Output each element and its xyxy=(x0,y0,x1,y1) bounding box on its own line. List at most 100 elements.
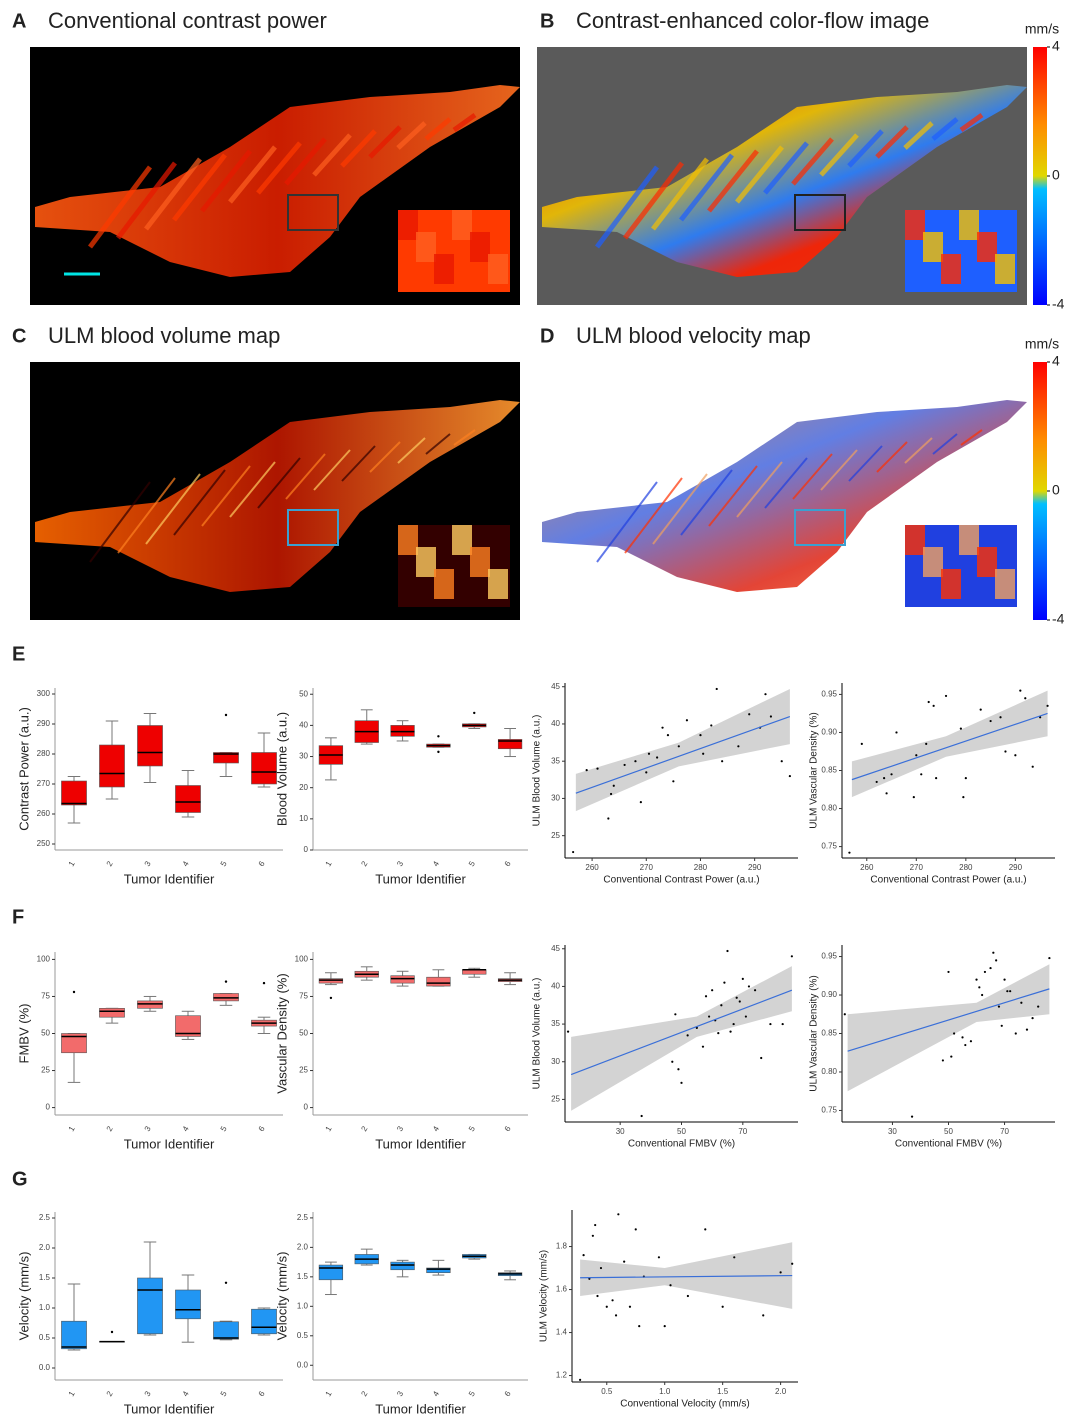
y-tick-label: 2.5 xyxy=(297,1213,309,1222)
x-tick-label: 2 xyxy=(359,1124,369,1133)
x-tick-label: 6 xyxy=(257,859,267,868)
x-tick-label: 280 xyxy=(959,863,973,872)
point xyxy=(613,785,615,787)
point xyxy=(876,781,878,783)
box xyxy=(251,1309,276,1334)
point xyxy=(656,756,658,758)
point xyxy=(611,1299,613,1301)
outlier xyxy=(73,991,75,993)
point xyxy=(964,1044,966,1046)
y-tick-label: 0 xyxy=(304,845,309,854)
point xyxy=(980,709,982,711)
inset-texture xyxy=(995,254,1015,284)
y-tick-label: 45 xyxy=(551,944,560,953)
point xyxy=(615,1314,617,1316)
x-tick-label: 1 xyxy=(324,859,334,868)
fit-line xyxy=(852,713,1048,779)
point xyxy=(1015,1032,1017,1034)
point xyxy=(624,764,626,766)
point xyxy=(844,1013,846,1015)
box xyxy=(61,1321,86,1349)
point xyxy=(933,705,935,707)
point xyxy=(664,1325,666,1327)
inset-texture xyxy=(416,547,436,577)
inset-texture xyxy=(416,232,436,262)
point xyxy=(764,693,766,695)
inset-texture xyxy=(923,232,943,262)
point xyxy=(961,1036,963,1038)
box xyxy=(99,1008,124,1017)
point xyxy=(978,986,980,988)
x-tick-label: 2 xyxy=(359,859,369,868)
y-tick-label: 10 xyxy=(299,814,308,823)
x-tick-label: 2 xyxy=(105,1124,115,1133)
point xyxy=(760,1057,762,1059)
x-tick-label: 50 xyxy=(944,1127,953,1136)
point xyxy=(769,1023,771,1025)
y-tick-label: 0.0 xyxy=(297,1360,309,1369)
point xyxy=(737,745,739,747)
point xyxy=(596,1295,598,1297)
inset-texture xyxy=(977,547,997,577)
y-tick-label: 0.5 xyxy=(39,1333,51,1342)
outlier xyxy=(437,751,439,753)
y-tick-label: 40 xyxy=(551,719,560,728)
x-tick-label: 5 xyxy=(219,1389,229,1398)
point xyxy=(770,715,772,717)
y-tick-label: 0.85 xyxy=(821,1029,837,1038)
point xyxy=(607,817,609,819)
row-label: E xyxy=(12,643,25,665)
inset-texture xyxy=(959,210,979,240)
x-tick-label: 4 xyxy=(181,1124,191,1133)
point xyxy=(1001,1025,1003,1027)
point xyxy=(702,1046,704,1048)
point xyxy=(648,753,650,755)
box xyxy=(391,1262,415,1270)
x-tick-label: 3 xyxy=(395,859,405,868)
x-tick-label: 6 xyxy=(257,1389,267,1398)
x-tick-label: 260 xyxy=(860,863,874,872)
point xyxy=(710,724,712,726)
inset-texture xyxy=(452,210,472,240)
point xyxy=(762,1314,764,1316)
x-tick-label: 5 xyxy=(467,1124,477,1133)
point xyxy=(950,1055,952,1057)
y-tick-label: 0.75 xyxy=(821,1106,837,1115)
x-tick-label: 6 xyxy=(257,1124,267,1133)
y-tick-label: 0 xyxy=(46,1103,51,1112)
x-tick-label: 2.0 xyxy=(775,1387,787,1396)
colorbar-tick-label: 0 xyxy=(1052,167,1060,183)
y-axis-title: Velocity (mm/s) xyxy=(16,1252,31,1341)
box xyxy=(251,753,276,785)
inset-texture xyxy=(434,254,454,284)
point xyxy=(1046,705,1048,707)
point xyxy=(789,775,791,777)
x-tick-label: 0.5 xyxy=(601,1387,613,1396)
point xyxy=(992,952,994,954)
x-tick-label: 4 xyxy=(181,1389,191,1398)
y-tick-label: 260 xyxy=(37,809,51,818)
point xyxy=(742,978,744,980)
x-axis-title: Tumor Identifier xyxy=(375,1136,466,1151)
x-tick-label: 3 xyxy=(143,1124,153,1133)
point xyxy=(623,1261,625,1263)
point xyxy=(848,852,850,854)
y-tick-label: 75 xyxy=(41,992,50,1001)
x-tick-label: 4 xyxy=(431,859,441,868)
x-tick-label: 3 xyxy=(395,1124,405,1133)
point xyxy=(754,989,756,991)
x-tick-label: 2 xyxy=(359,1389,369,1398)
x-tick-label: 4 xyxy=(431,1389,441,1398)
point xyxy=(748,985,750,987)
point xyxy=(678,745,680,747)
y-tick-label: 45 xyxy=(551,682,560,691)
panel-title: ULM blood volume map xyxy=(48,323,280,348)
point xyxy=(687,1295,689,1297)
confidence-band xyxy=(571,966,792,1111)
point xyxy=(1031,1017,1033,1019)
x-axis-title: Tumor Identifier xyxy=(124,871,215,886)
y-tick-label: 1.0 xyxy=(39,1303,51,1312)
y-tick-label: 75 xyxy=(299,992,308,1001)
point xyxy=(600,1267,602,1269)
point xyxy=(736,997,738,999)
